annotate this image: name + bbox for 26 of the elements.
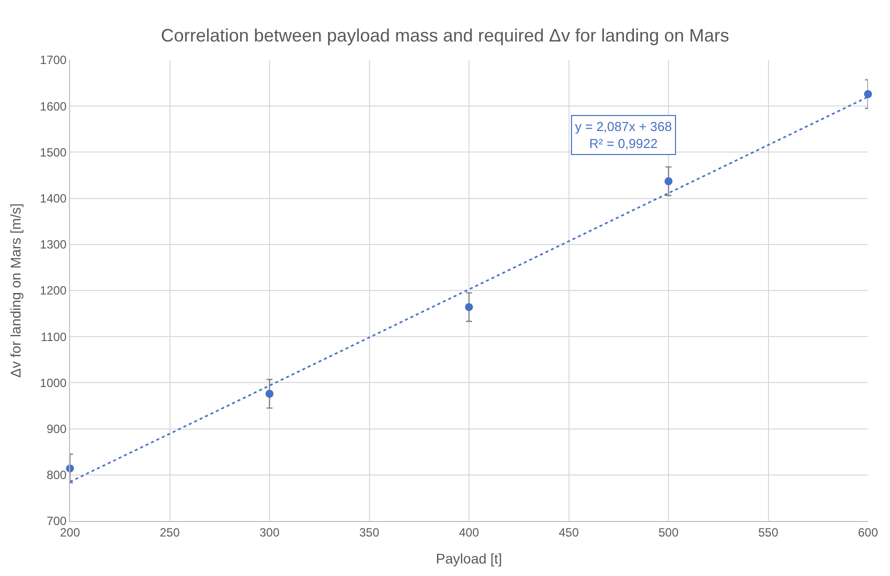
x-tick-label: 600 bbox=[858, 525, 878, 540]
y-tick-label: 1500 bbox=[40, 145, 67, 160]
point bbox=[664, 177, 672, 186]
y-tick-label: 1400 bbox=[40, 192, 67, 206]
point bbox=[864, 90, 872, 98]
y-tick-label: 900 bbox=[46, 422, 67, 436]
point bbox=[465, 303, 473, 312]
x-tick-label: 550 bbox=[758, 525, 779, 540]
x-tick-label: 450 bbox=[558, 525, 580, 540]
y-tick-label: 1600 bbox=[40, 99, 67, 114]
y-tick-label: 800 bbox=[46, 468, 67, 482]
chart-title: Correlation between payload mass and required Δv for landing on Mars bbox=[160, 25, 730, 46]
x-tick-label: 500 bbox=[658, 525, 679, 540]
x-tick-label: 350 bbox=[359, 525, 380, 540]
x-tick-label: 400 bbox=[458, 525, 480, 540]
y-tick-label: 1100 bbox=[40, 330, 67, 344]
x-tick-label: 300 bbox=[259, 525, 280, 540]
annotation: y = 2,087x + 368 R² = 0,9922 bbox=[575, 119, 672, 151]
y-tick-label: 1000 bbox=[40, 376, 67, 390]
y-tick-label: 1700 bbox=[40, 53, 67, 68]
y-tick-label: 1300 bbox=[40, 238, 67, 252]
y-tick-label: 1200 bbox=[40, 284, 67, 298]
point bbox=[266, 390, 274, 398]
y-axis-title: Δv for landing on Mars [m/s] bbox=[7, 203, 24, 378]
x-tick-label: 250 bbox=[160, 525, 180, 540]
x-axis-title: Payload [t] bbox=[436, 550, 502, 567]
